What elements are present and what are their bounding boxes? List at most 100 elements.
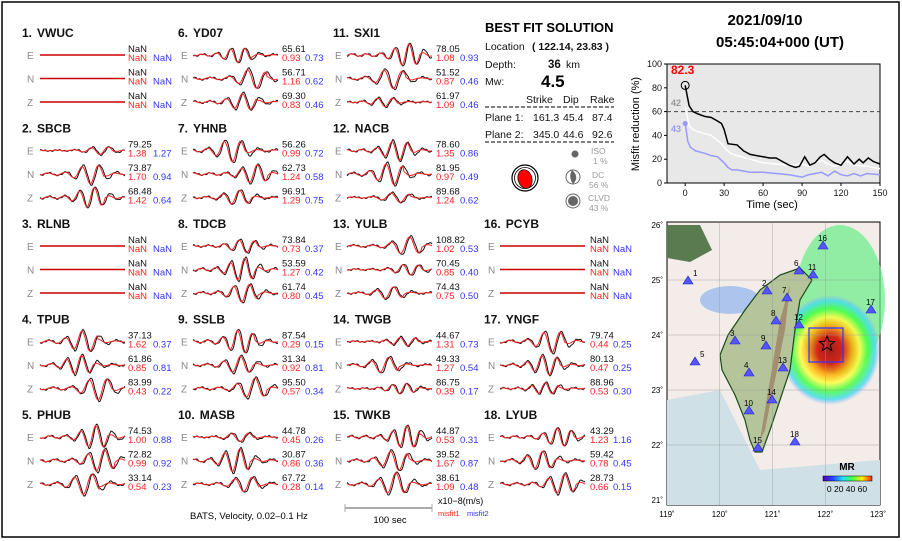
col-dip: Dip xyxy=(563,94,579,106)
station-triangle-icon xyxy=(781,292,793,302)
misfit2-value: 0.64 xyxy=(153,196,172,207)
misfit2-value: 0.49 xyxy=(460,172,479,183)
chart-xlabel: Time (sec) xyxy=(746,199,798,211)
variance-reduction: 88.96 xyxy=(590,378,614,389)
location-label: Location xyxy=(485,41,525,53)
station-map: 119˚ 120˚ 121˚ 122˚ 123˚21˚22˚23˚24˚25˚26˚12… xyxy=(651,221,886,519)
component-label: E xyxy=(488,242,495,253)
misfit1-value: 1.23 xyxy=(590,435,609,446)
variance-reduction: 73.87 xyxy=(128,163,152,174)
caption: BATS, Velocity, 0.02–0.1 Hz xyxy=(190,511,308,522)
unit-label: x10−8(m/s) xyxy=(438,496,483,506)
variance-reduction: 79.25 xyxy=(128,140,152,151)
lat-tick-label: 24˚ xyxy=(651,331,663,340)
observed-trace xyxy=(39,377,126,403)
observed-trace xyxy=(192,163,279,185)
location-value: ( 122.14, 23.83 ) xyxy=(532,41,609,53)
station-number: 18 xyxy=(790,430,799,439)
component-label: Z xyxy=(335,289,341,300)
component-label: N xyxy=(181,266,188,277)
misfit1-value: 1.02 xyxy=(436,244,455,255)
component-label: N xyxy=(335,266,342,277)
synthetic-trace xyxy=(346,97,432,108)
misfit2-value: 0.62 xyxy=(460,196,479,207)
synthetic-trace xyxy=(346,140,433,161)
solution-title: BEST FIT SOLUTION xyxy=(485,20,614,35)
plane1-dip: 45.4 xyxy=(563,112,584,124)
misfit1-value: 0.45 xyxy=(282,435,301,446)
misfit1-value: NaN xyxy=(128,291,147,302)
synthetic-trace xyxy=(499,382,586,395)
misfit2-value: 0.87 xyxy=(460,459,479,470)
synthetic-trace xyxy=(346,472,432,494)
synthetic-trace xyxy=(192,140,279,163)
y-tick-label: 40 xyxy=(652,130,662,140)
station-title: 15. TWKB xyxy=(333,408,391,422)
variance-reduction: 89.68 xyxy=(436,187,460,198)
synthetic-trace xyxy=(499,355,586,376)
misfit1-value: 1.31 xyxy=(436,340,455,351)
variance-reduction: 74.53 xyxy=(128,426,152,437)
variance-reduction: 65.61 xyxy=(282,44,306,55)
station-triangle-icon xyxy=(793,265,805,275)
station-triangle-icon xyxy=(743,405,755,415)
station-triangle-icon xyxy=(729,335,741,345)
misfit1-value: 1.09 xyxy=(436,100,455,111)
misfit-series-line xyxy=(684,123,881,178)
station-number: 4 xyxy=(744,361,749,370)
misfit2-value: 0.73 xyxy=(460,340,479,351)
y-tick-label: 100 xyxy=(647,59,662,69)
plane2-label: Plane 2: xyxy=(485,129,524,141)
x-tick-label: 120 xyxy=(834,188,849,198)
station-number: 16 xyxy=(818,234,827,243)
variance-reduction: 68.48 xyxy=(128,187,152,198)
station-panel: 8. TDCB E 73.840.73 0.37 N 53.591.27 0.42 Z 61.74… xyxy=(178,217,324,304)
y-tick-label: 20 xyxy=(652,154,662,164)
variance-reduction: 31.34 xyxy=(282,354,306,365)
misfit1-value: NaN xyxy=(590,291,609,302)
col-rake: Rake xyxy=(590,94,615,106)
misfit1-value: 1.27 xyxy=(436,363,455,374)
station-number: 12 xyxy=(794,313,803,322)
component-label: N xyxy=(27,75,34,86)
component-label: Z xyxy=(27,194,33,205)
station-title: 13. YULB xyxy=(333,217,388,231)
misfit2-value: 0.17 xyxy=(460,387,479,398)
lat-tick-label: 26˚ xyxy=(651,221,663,230)
station-number: 10 xyxy=(744,399,753,408)
station-triangle-icon xyxy=(689,356,701,366)
observed-trace xyxy=(499,471,586,497)
component-label: Z xyxy=(335,194,341,205)
misfit1-value: 1.00 xyxy=(128,435,147,446)
mainland-coast xyxy=(667,225,712,262)
misfit2-value: 1.27 xyxy=(153,149,172,160)
station-number: 9 xyxy=(761,334,766,343)
station-triangle-icon xyxy=(777,362,789,372)
synthetic-trace xyxy=(499,473,586,494)
misfit1-value: 0.57 xyxy=(282,387,301,398)
variance-reduction: 86.75 xyxy=(436,378,460,389)
misfit1-value: 0.73 xyxy=(282,244,301,255)
misfit2-value: 0.53 xyxy=(460,244,479,255)
component-label: Z xyxy=(181,194,187,205)
variance-reduction: 38.61 xyxy=(436,473,460,484)
depth-label: Depth: xyxy=(485,59,516,71)
component-label: E xyxy=(27,338,34,349)
clvd-value: 43 % xyxy=(589,203,609,213)
variance-reduction: 44.87 xyxy=(436,426,460,437)
misfit2-value: 0.58 xyxy=(305,172,324,183)
station-number: 5 xyxy=(700,350,705,359)
component-label: E xyxy=(181,242,188,253)
observed-trace xyxy=(499,427,586,447)
iso-icon xyxy=(571,150,579,158)
misfit2-value: 0.34 xyxy=(305,387,324,398)
component-label: N xyxy=(27,457,34,468)
best-fit-solution: BEST FIT SOLUTION Location ( 122.14, 23.… xyxy=(485,20,615,213)
component-label: Z xyxy=(488,289,494,300)
synthetic-trace xyxy=(347,264,433,276)
component-label: E xyxy=(335,433,342,444)
synthetic-trace xyxy=(192,330,279,354)
synthetic-trace xyxy=(346,43,433,66)
